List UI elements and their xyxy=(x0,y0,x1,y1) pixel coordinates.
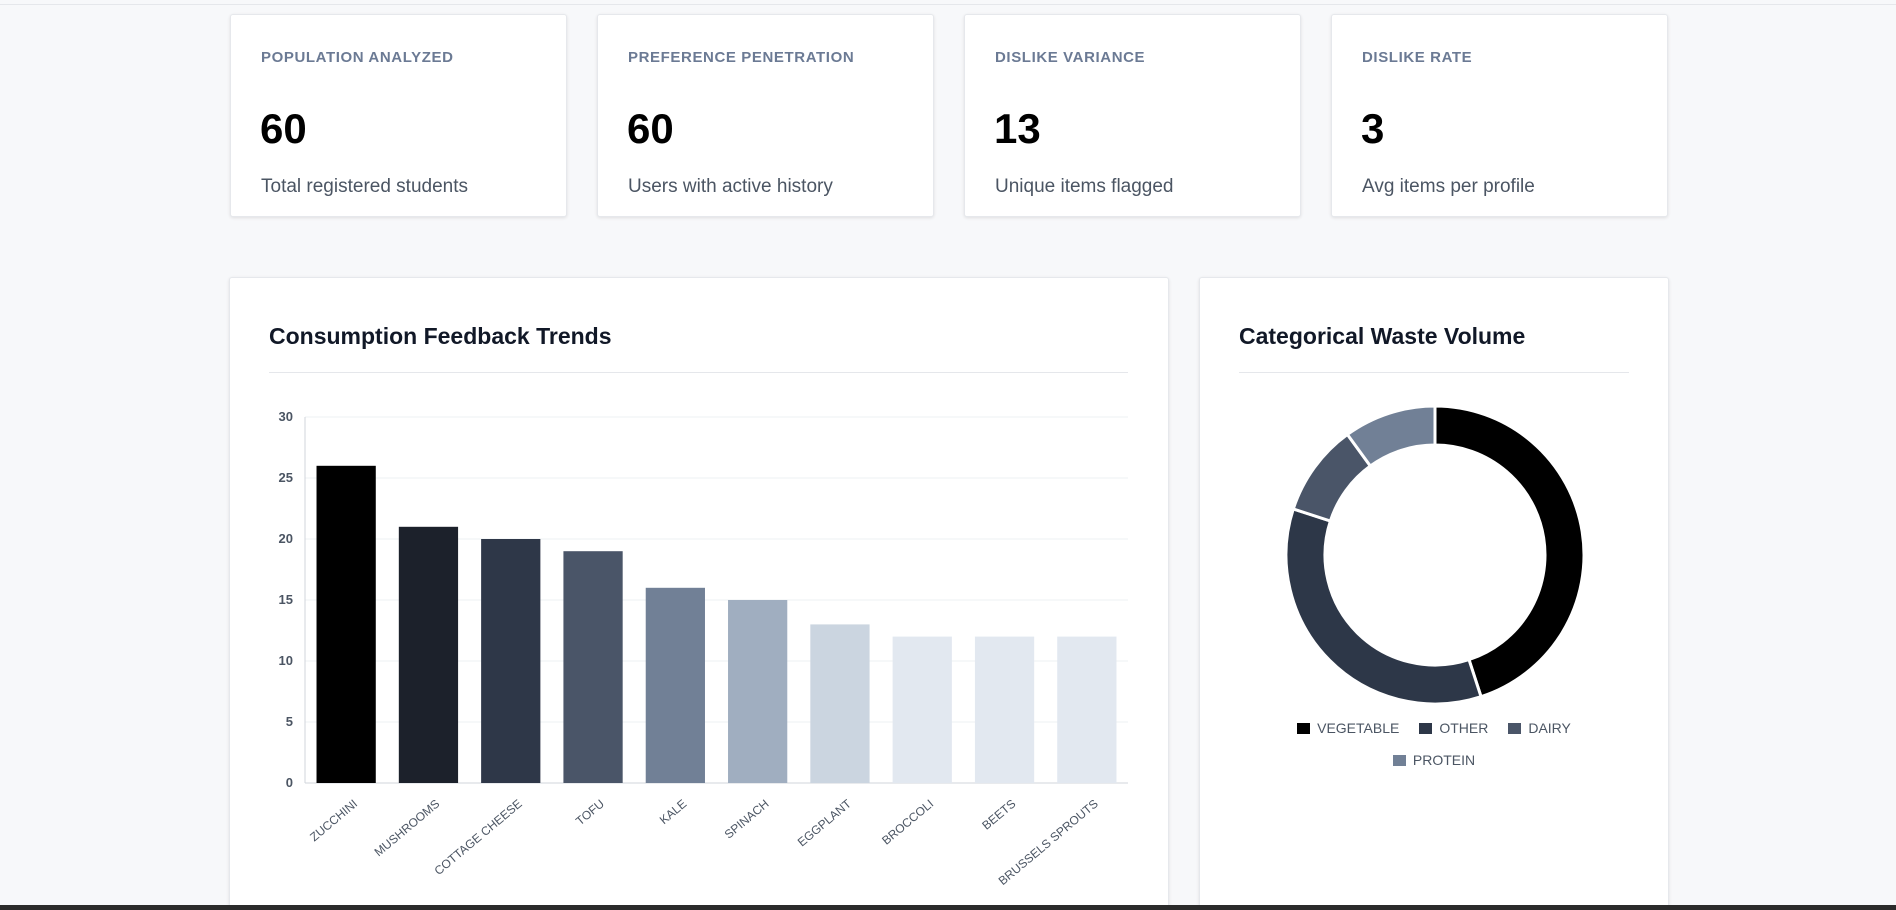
x-tick-label: MUSHROOMS xyxy=(372,797,443,860)
x-tick-label: COTTAGE CHEESE xyxy=(432,797,525,878)
bar[interactable] xyxy=(892,636,952,783)
stat-card-preference: PREFERENCE PENETRATION 60 Users with act… xyxy=(597,14,934,217)
donut-legend: VEGETABLE OTHER DAIRY xyxy=(1200,720,1668,736)
stat-card-dislike-variance: DISLIKE VARIANCE 13 Unique items flagged xyxy=(964,14,1301,217)
y-tick-label: 20 xyxy=(279,531,293,546)
consumption-feedback-panel: Consumption Feedback Trends 0 5 10 15 20 25 30… xyxy=(229,277,1169,910)
legend-label: DAIRY xyxy=(1528,720,1571,736)
bar[interactable] xyxy=(1057,636,1117,783)
stat-card-dislike-rate: DISLIKE RATE 3 Avg items per profile xyxy=(1331,14,1668,217)
legend-item[interactable]: VEGETABLE xyxy=(1297,720,1399,736)
stat-description: Unique items flagged xyxy=(995,176,1174,197)
panel-divider xyxy=(269,372,1128,373)
stat-card-population: POPULATION ANALYZED 60 Total registered … xyxy=(230,14,567,217)
legend-item[interactable]: PROTEIN xyxy=(1392,752,1476,768)
bar[interactable] xyxy=(316,465,376,783)
bar[interactable] xyxy=(398,526,459,783)
y-tick-label: 25 xyxy=(279,470,293,485)
stat-value: 60 xyxy=(260,105,307,152)
stat-description: Avg items per profile xyxy=(1362,176,1535,197)
x-tick-label: SPINACH xyxy=(722,797,772,842)
x-tick-label: BROCCOLI xyxy=(879,797,936,848)
x-tick-label: BEETS xyxy=(979,797,1018,833)
panel-divider xyxy=(1239,372,1629,373)
stat-value: 60 xyxy=(627,105,674,152)
window-bottom-bar xyxy=(0,905,1896,910)
stat-description: Users with active history xyxy=(628,176,833,197)
legend-item[interactable]: DAIRY xyxy=(1508,720,1571,736)
donut-legend: PROTEIN xyxy=(1200,752,1668,768)
bar[interactable] xyxy=(810,624,870,783)
stat-label: DISLIKE RATE xyxy=(1362,49,1473,66)
y-tick-label: 10 xyxy=(279,653,293,668)
x-tick-label: KALE xyxy=(657,797,690,827)
panel-title: Consumption Feedback Trends xyxy=(269,323,612,349)
donut-slice[interactable] xyxy=(1345,404,1437,469)
legend-swatch xyxy=(1392,754,1406,766)
x-tick-label: TOFU xyxy=(573,797,607,829)
y-tick-label: 15 xyxy=(279,592,293,607)
legend-swatch xyxy=(1297,722,1311,734)
y-tick-label: 30 xyxy=(279,409,293,424)
top-divider xyxy=(0,4,1896,5)
stat-label: PREFERENCE PENETRATION xyxy=(628,49,855,66)
legend-label: PROTEIN xyxy=(1412,752,1476,768)
bar[interactable] xyxy=(974,636,1035,783)
legend-label: OTHER xyxy=(1439,720,1489,736)
bar[interactable] xyxy=(481,539,541,783)
legend-swatch xyxy=(1508,722,1522,734)
donut-chart xyxy=(1284,404,1586,706)
stat-label: POPULATION ANALYZED xyxy=(261,49,454,66)
donut-slice[interactable] xyxy=(1284,507,1483,706)
stat-value: 3 xyxy=(1361,105,1385,152)
y-tick-label: 5 xyxy=(286,714,293,729)
y-tick-label: 0 xyxy=(286,775,293,790)
donut-slice[interactable] xyxy=(1433,404,1586,699)
stat-description: Total registered students xyxy=(261,176,469,197)
legend-swatch xyxy=(1419,722,1433,734)
stat-label: DISLIKE VARIANCE xyxy=(995,49,1146,66)
x-tick-label: EGGPLANT xyxy=(795,796,855,849)
stat-value: 13 xyxy=(994,105,1041,152)
bar[interactable] xyxy=(645,587,705,783)
bar[interactable] xyxy=(563,551,623,783)
legend-label: VEGETABLE xyxy=(1317,720,1400,736)
categorical-waste-panel: Categorical Waste Volume VEGETABLE OTHER D… xyxy=(1199,277,1669,910)
x-tick-label: ZUCCHINI xyxy=(307,797,360,845)
legend-item[interactable]: OTHER xyxy=(1419,720,1488,736)
bar[interactable] xyxy=(728,600,788,783)
panel-title: Categorical Waste Volume xyxy=(1239,323,1526,349)
